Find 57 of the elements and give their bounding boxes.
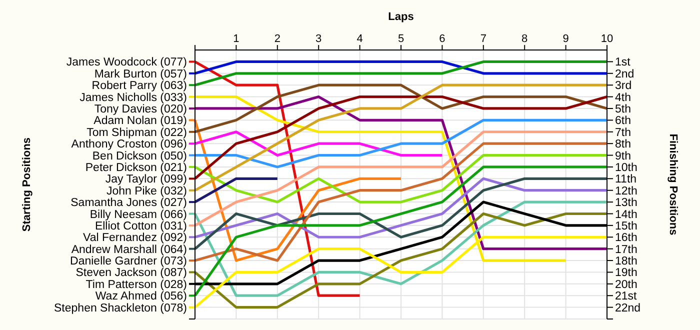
- legend-label: Waz Ahmed (056): [95, 290, 188, 303]
- legend-label: Stephen Shackleton (078): [54, 302, 188, 314]
- y-tick-label: 5th: [615, 104, 631, 116]
- x-axis-title: Laps: [388, 11, 414, 23]
- y-tick-label: 6th: [615, 115, 631, 128]
- y-tick-label: 8th: [615, 138, 631, 151]
- x-tick-label: 8: [522, 33, 528, 45]
- legend-label: Robert Parry (063): [92, 80, 188, 92]
- legend-label: James Nicholls (033): [80, 92, 188, 104]
- y-axis-title: Finishing Positions: [667, 134, 679, 236]
- y-tick-label: 4th: [615, 92, 631, 104]
- y-tick-label: 7th: [615, 126, 631, 139]
- legend-label: Andrew Marshall (064): [71, 244, 188, 256]
- legend-label: Samantha Jones (027): [70, 197, 188, 210]
- y-tick-label: 9th: [615, 150, 631, 162]
- x-tick-label: 10: [600, 33, 614, 45]
- y-tick-label: 19th: [615, 267, 638, 280]
- y-tick-label: 18th: [615, 256, 638, 268]
- legend-label: Tim Patterson (028): [86, 278, 188, 291]
- legend-label: Elliot Cotton (031): [94, 220, 188, 232]
- legend-label: John Pike (032): [106, 185, 188, 198]
- y-tick-label: 22nd: [615, 302, 641, 314]
- x-tick-label: 5: [398, 33, 404, 45]
- legend-label: Danielle Gardner (073): [70, 256, 188, 268]
- x-tick-label: 6: [439, 33, 446, 45]
- x-tick-label: 4: [356, 33, 363, 45]
- legend-label: James Woodcock (077): [66, 56, 188, 69]
- legend-label: Tom Shipman (022): [86, 126, 188, 139]
- legend-label: Ben Dickson (050): [92, 150, 188, 162]
- legend-label: Peter Dickson (021): [85, 162, 188, 174]
- legend-label: Anthony Croston (096): [71, 138, 188, 151]
- legend-label: Jay Taylor (099): [105, 174, 188, 186]
- y-tick-label: 2nd: [615, 68, 634, 80]
- y-tick-label: 16th: [615, 232, 638, 244]
- y-tick-label: 10th: [615, 162, 638, 174]
- legend-label: Steven Jackson (087): [76, 267, 188, 280]
- legend-label: Adam Nolan (019): [94, 115, 188, 128]
- y-tick-label: 1st: [615, 56, 632, 69]
- x-tick-label: 7: [480, 33, 486, 45]
- x-tick-label: 1: [233, 33, 240, 45]
- legend-label: Mark Burton (057): [94, 68, 188, 80]
- legend-label: Val Fernandez (092): [83, 232, 188, 244]
- legend-label: Tony Davies (020): [94, 104, 188, 116]
- text: Starting Positions: [21, 137, 33, 232]
- x-tick-label: 3: [316, 33, 322, 45]
- y-tick-label: 21st: [615, 290, 638, 303]
- legend-label: Billy Neesam (066): [90, 208, 188, 221]
- y-tick-label: 3rd: [615, 80, 632, 92]
- y-tick-label: 15th: [615, 220, 638, 232]
- y-tick-label: 13th: [615, 197, 638, 210]
- y-tick-label: 17th: [615, 244, 638, 256]
- x-tick-label: 9: [562, 33, 569, 45]
- y-tick-label: 11th: [615, 174, 637, 186]
- y-tick-label: 20th: [615, 278, 638, 291]
- x-tick-label: 2: [274, 33, 280, 45]
- y-tick-label: 14th: [615, 208, 638, 221]
- y-tick-label: 12th: [615, 185, 638, 198]
